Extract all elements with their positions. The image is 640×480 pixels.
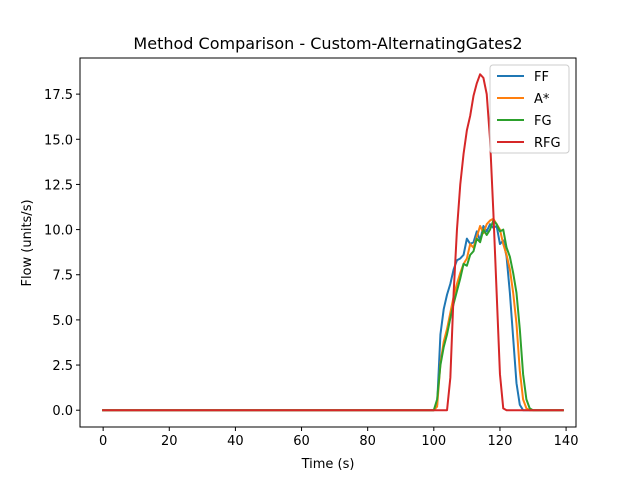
x-axis-label: Time (s) (301, 457, 355, 472)
y-tick-label: 15.0 (44, 133, 73, 148)
x-tick-label: 60 (293, 434, 310, 449)
legend-label: FF (534, 70, 549, 85)
series-line-0 (102, 223, 564, 412)
y-axis-ticks: 0.0 2.5 5.0 7.5 10.0 12.5 15.0 17.5 (44, 88, 80, 419)
series-line-2 (102, 219, 564, 412)
y-tick-label: 0.0 (52, 404, 73, 419)
series-line-1 (102, 217, 564, 412)
chart-title: Method Comparison - Custom-AlternatingGa… (133, 34, 522, 53)
legend: FF A* FG RFG (489, 64, 570, 154)
y-tick-label: 10.0 (44, 224, 73, 239)
x-tick-label: 100 (421, 434, 446, 449)
legend-label: FG (534, 114, 552, 129)
plot-area (79, 57, 577, 428)
x-tick-label: 40 (227, 434, 244, 449)
y-tick-label: 7.5 (52, 269, 73, 284)
y-axis-label: Flow (units/s) (20, 199, 35, 286)
y-tick-label: 2.5 (52, 359, 73, 374)
axes-frame (79, 57, 577, 428)
x-axis-ticks: 0 20 40 60 80 100 120 140 (99, 427, 578, 449)
y-tick-label: 12.5 (44, 178, 73, 193)
x-tick-label: 140 (554, 434, 579, 449)
x-tick-label: 0 (99, 434, 107, 449)
series-line-3 (102, 73, 564, 412)
legend-label: RFG (534, 136, 561, 151)
y-tick-label: 17.5 (44, 88, 73, 103)
x-tick-label: 120 (488, 434, 513, 449)
y-tick-label: 5.0 (52, 314, 73, 329)
x-tick-label: 20 (161, 434, 178, 449)
x-tick-label: 80 (359, 434, 376, 449)
legend-label: A* (534, 92, 550, 107)
legend-box (489, 64, 570, 154)
